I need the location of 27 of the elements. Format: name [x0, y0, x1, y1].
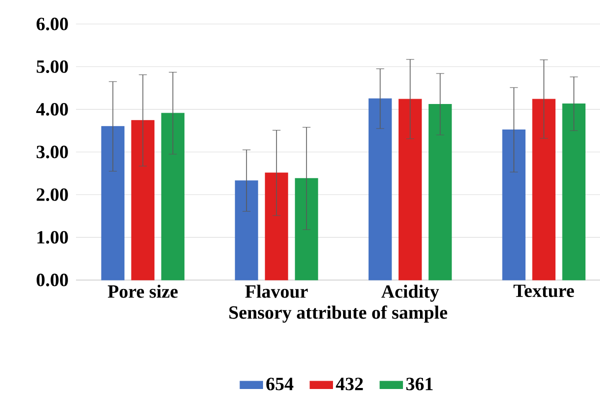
y-tick-label: 1.00 [37, 231, 68, 244]
x-tick-label: Flavour [245, 284, 308, 298]
y-tick-label: 3.00 [36, 146, 68, 159]
bar [131, 120, 154, 280]
bar [428, 104, 452, 280]
bar [264, 172, 288, 280]
bar [398, 98, 422, 280]
bar [502, 130, 526, 280]
y-tick-label: 6.00 [36, 18, 68, 31]
y-tick-label: 4.00 [36, 103, 68, 116]
bar [368, 98, 392, 280]
x-axis-title: Sensory attribute of sample [229, 306, 448, 323]
x-tick-label: Texture [514, 284, 574, 298]
x-tick-label: Acidity [381, 284, 440, 302]
y-tick-label: 2.00 [36, 188, 68, 202]
x-tick-label: Pore size [108, 284, 178, 298]
legend-label: 654 [266, 378, 294, 390]
legend-label: 361 [406, 378, 433, 390]
bar [161, 113, 184, 280]
bar [532, 98, 556, 280]
legend-label: 432 [336, 378, 363, 390]
y-tick-label: 5.00 [36, 60, 68, 74]
y-tick-label: 0.00 [36, 274, 68, 287]
bar [234, 180, 258, 280]
bar [562, 104, 586, 280]
bar [294, 178, 318, 280]
bar [101, 126, 124, 280]
